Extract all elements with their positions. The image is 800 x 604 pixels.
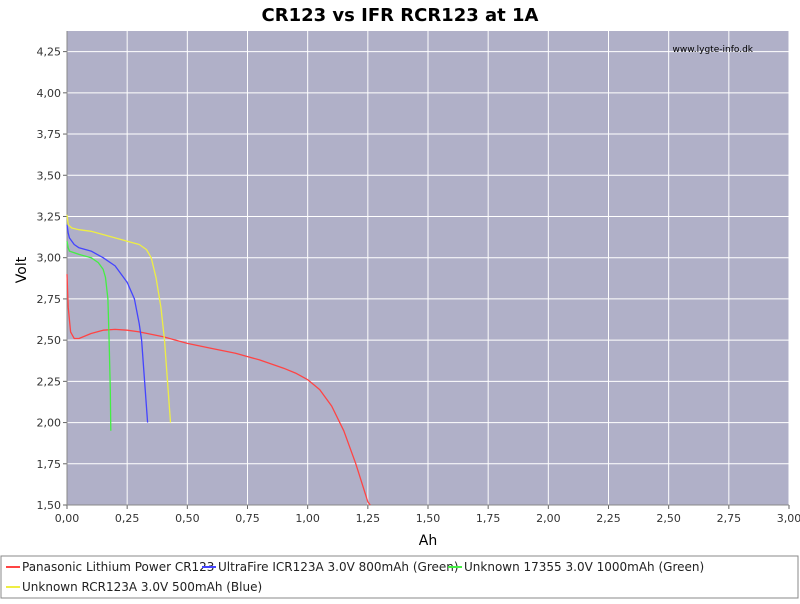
x-tick-label: 2,00: [536, 512, 561, 525]
x-tick-label: 1,75: [476, 512, 501, 525]
y-tick-label: 1,75: [37, 458, 62, 471]
y-tick-label: 4,00: [37, 87, 62, 100]
legend-entry: UltraFire ICR123A 3.0V 800mAh (Green): [218, 560, 459, 574]
x-tick-label: 2,50: [656, 512, 681, 525]
x-tick-label: 0,25: [115, 512, 140, 525]
x-tick-label: 2,75: [717, 512, 742, 525]
y-tick-label: 2,25: [37, 375, 62, 388]
y-tick-label: 3,50: [37, 169, 62, 182]
y-tick-label: 1,50: [37, 499, 62, 512]
y-tick-label: 2,00: [37, 417, 62, 430]
x-tick-label: 2,25: [596, 512, 621, 525]
watermark: www.lygte-info.dk: [673, 45, 754, 55]
x-tick-label: 1,00: [295, 512, 320, 525]
x-tick-label: 3,00: [777, 512, 800, 525]
x-tick-label: 0,50: [175, 512, 200, 525]
x-tick-label: 0,00: [55, 512, 80, 525]
y-tick-label: 3,00: [37, 252, 62, 265]
y-tick-label: 3,75: [37, 128, 62, 141]
x-tick-label: 1,25: [356, 512, 381, 525]
y-tick-label: 3,25: [37, 210, 62, 223]
y-tick-label: 4,25: [37, 46, 62, 59]
y-tick-label: 2,75: [37, 293, 62, 306]
x-tick-label: 1,50: [416, 512, 441, 525]
legend-entry: Unknown RCR123A 3.0V 500mAh (Blue): [22, 580, 262, 594]
y-axis-label: Volt: [14, 256, 30, 283]
legend-entry: Panasonic Lithium Power CR123: [22, 560, 214, 574]
x-tick-label: 0,75: [235, 512, 260, 525]
y-tick-label: 2,50: [37, 334, 62, 347]
legend-entry: Unknown 17355 3.0V 1000mAh (Green): [464, 560, 704, 574]
x-axis-label: Ah: [419, 533, 437, 549]
chart-title: CR123 vs IFR RCR123 at 1A: [262, 5, 539, 26]
